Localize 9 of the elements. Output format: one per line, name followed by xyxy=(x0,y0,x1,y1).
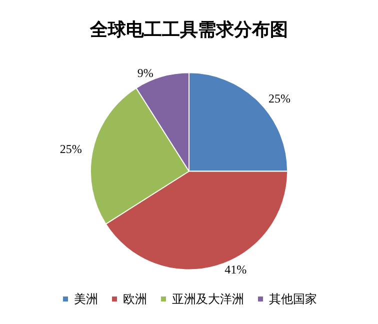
legend-label: 其他国家 xyxy=(269,292,317,306)
data-label: 41% xyxy=(224,262,247,277)
data-label: 25% xyxy=(268,92,291,106)
legend-label: 亚洲及大洋洲 xyxy=(172,292,244,306)
chart-title: 全球电工工具需求分布图 xyxy=(89,20,288,40)
data-label: 9% xyxy=(137,66,154,80)
legend-label: 欧洲 xyxy=(123,292,147,306)
data-label: 25% xyxy=(60,142,82,156)
legend-label: 美洲 xyxy=(74,292,98,306)
